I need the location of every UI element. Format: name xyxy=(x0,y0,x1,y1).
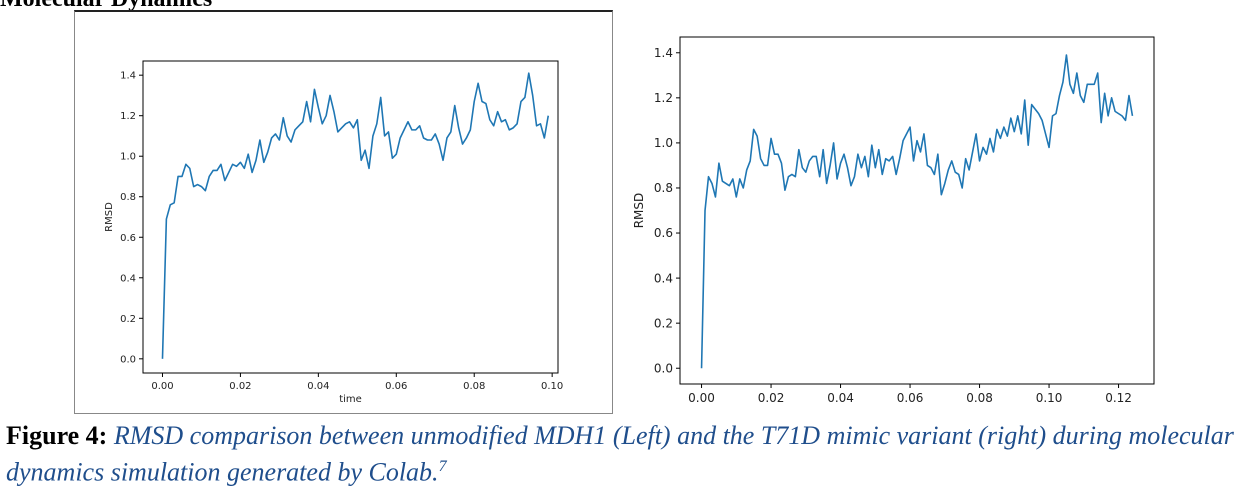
x-tick-label: 0.04 xyxy=(827,391,854,405)
x-tick-label: 0.10 xyxy=(1036,391,1063,405)
y-tick-label: 0.6 xyxy=(654,226,673,240)
left-chart-panel xyxy=(74,10,613,414)
y-tick-label: 1.2 xyxy=(120,111,136,122)
x-tick-label: 0.10 xyxy=(541,381,563,392)
caption-superscript: 7 xyxy=(438,458,447,475)
y-axis-label: RMSD xyxy=(104,202,115,232)
plot-frame xyxy=(679,36,1155,385)
y-tick-label: 0.8 xyxy=(120,192,136,203)
x-tick-label: 0.08 xyxy=(463,381,485,392)
x-tick-label: 0.06 xyxy=(385,381,407,392)
y-tick-label: 1.0 xyxy=(654,136,673,150)
figure-caption: Figure 4: RMSD comparison between unmodi… xyxy=(6,420,1242,488)
y-tick-label: 0.6 xyxy=(120,233,136,244)
y-tick-label: 1.0 xyxy=(120,152,136,163)
x-tick-label: 0.02 xyxy=(758,391,785,405)
y-tick-label: 1.4 xyxy=(654,46,673,60)
rmsd-series-line xyxy=(161,72,550,359)
y-tick-label: 0.2 xyxy=(654,316,673,330)
y-tick-label: 0.2 xyxy=(120,314,136,325)
x-tick-label: 0.00 xyxy=(151,381,173,392)
y-tick-label: 0.0 xyxy=(120,354,136,365)
x-tick-label: 0.08 xyxy=(966,391,993,405)
x-tick-label: 0.06 xyxy=(897,391,924,405)
x-tick-label: 0.12 xyxy=(1105,391,1132,405)
x-tick-label: 0.00 xyxy=(688,391,715,405)
y-tick-label: 1.4 xyxy=(120,71,136,82)
y-axis-label: RMSD xyxy=(632,193,646,229)
caption-label: Figure 4: xyxy=(6,421,108,450)
y-tick-label: 0.0 xyxy=(654,361,673,375)
plot-frame xyxy=(142,60,559,374)
y-tick-label: 1.2 xyxy=(654,91,673,105)
x-tick-label: 0.04 xyxy=(307,381,329,392)
x-tick-label: 0.02 xyxy=(229,381,251,392)
rmsd-series-line xyxy=(700,54,1134,369)
caption-text: RMSD comparison between unmodified MDH1 … xyxy=(6,421,1234,487)
y-tick-label: 0.8 xyxy=(654,181,673,195)
section-title: Molecular Dynamics xyxy=(0,0,212,13)
left-rmsd-chart: 0.00 0.02 0.04 0.06 0.08 0.10 0.0 0.2 0.4 0.6 0.8 1… xyxy=(104,60,563,405)
y-tick-label: 0.4 xyxy=(120,273,136,284)
right-rmsd-chart: 0.00 0.02 0.04 0.06 0.08 0.10 0.12 0.0 0.2 0.4 0.6… xyxy=(632,36,1155,405)
y-tick-label: 0.4 xyxy=(654,271,673,285)
x-axis-label: time xyxy=(339,394,362,405)
